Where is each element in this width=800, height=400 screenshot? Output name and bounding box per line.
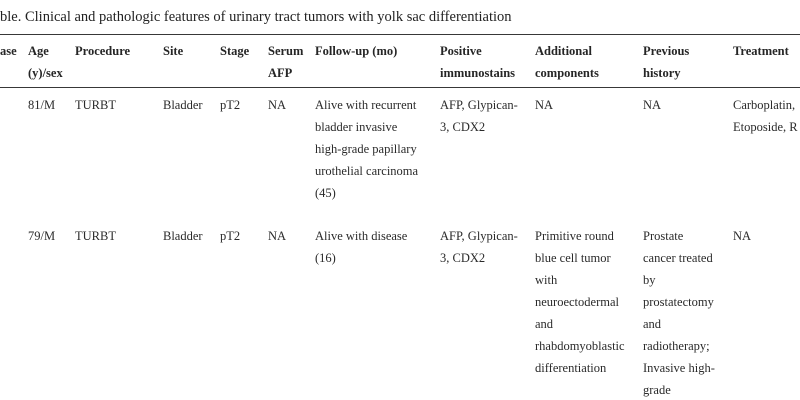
row1-serum-afp-cell: NA [268,98,287,112]
column-header-stage: Stage [220,34,268,88]
row2-additional-cell: Primitive round blue cell tumor with neu… [535,229,625,375]
row1-additional-cell: NA [535,98,554,112]
row1-case-cell [0,88,28,220]
row2-immunostains-cell: AFP, Glypican- 3, CDX2 [440,229,518,265]
row1-follow-up-cell: Alive with recurrent bladder invasive hi… [315,98,419,200]
column-header-immunostains: Positive immunostains [440,34,535,88]
row1-procedure-cell: TURBT [75,98,116,112]
row1-age-sex-cell: 81/M [28,98,56,112]
table-row: 81/M TURBT Bladder pT2 NA Alive with rec… [0,88,800,220]
row2-age-sex-cell: 79/M [28,229,56,243]
column-header-history: Previous history [643,34,733,88]
row2-treatment-cell: NA [733,229,752,243]
row2-site-cell: Bladder [163,229,203,243]
table-caption: ble. Clinical and pathologic features of… [0,9,512,25]
column-header-case: ase [0,34,28,88]
row1-site-cell: Bladder [163,98,203,112]
row1-treatment-cell: Carboplatin, Etoposide, R [733,98,798,134]
column-header-follow-up: Follow-up (mo) [315,34,440,88]
column-header-procedure: Procedure [75,34,163,88]
table-row: 79/M TURBT Bladder pT2 NA Alive with dis… [0,219,800,400]
row1-stage-cell: pT2 [220,98,241,112]
column-header-treatment: Treatment [733,34,800,88]
clinical-features-table: ase Age (y)/sex Procedure Site Stage Ser… [0,34,800,400]
table-header-row: ase Age (y)/sex Procedure Site Stage Ser… [0,34,800,88]
row2-stage-cell: pT2 [220,229,241,243]
column-header-age-sex: Age (y)/sex [28,34,75,88]
row2-serum-afp-cell: NA [268,229,287,243]
row2-procedure-cell: TURBT [75,229,116,243]
column-header-additional: Additional components [535,34,643,88]
column-header-serum-afp: Serum AFP [268,34,315,88]
row1-history-cell: NA [643,98,662,112]
row2-case-cell [0,219,28,400]
column-header-site: Site [163,34,220,88]
row2-history-cell: Prostate cancer treated by prostatectomy… [643,229,715,397]
row2-follow-up-cell: Alive with disease (16) [315,229,408,265]
row1-immunostains-cell: AFP, Glypican- 3, CDX2 [440,98,518,134]
